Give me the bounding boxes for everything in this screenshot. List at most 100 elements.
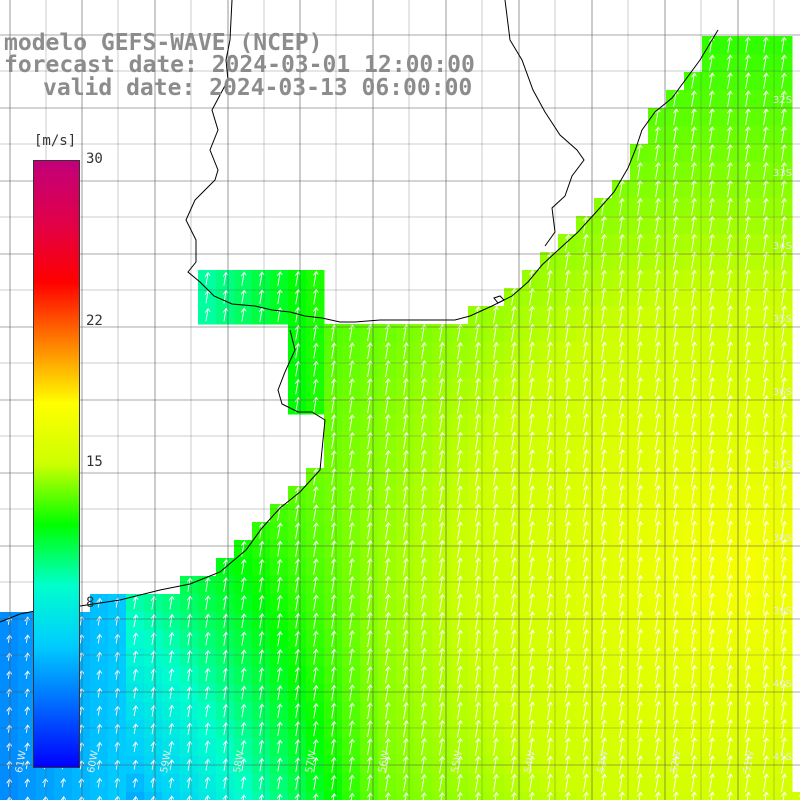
wind-arrow: [96, 651, 103, 662]
wind-arrow: [421, 539, 427, 558]
wind-arrow: [565, 791, 571, 800]
wind-arrow: [493, 719, 499, 738]
wind-arrow: [457, 737, 463, 756]
wind-arrow: [780, 701, 787, 721]
wind-arrow: [240, 667, 247, 682]
wind-arrow: [349, 558, 355, 576]
wind-arrow: [510, 539, 517, 558]
wind-arrow: [619, 305, 625, 324]
wind-arrow: [780, 719, 787, 739]
wind-arrow: [547, 773, 553, 792]
wind-arrow: [276, 271, 283, 287]
wind-arrow: [294, 270, 301, 287]
wind-arrow: [726, 520, 734, 541]
wind-arrow: [277, 522, 283, 539]
wind-arrow: [96, 777, 103, 788]
wind-arrow: [222, 703, 229, 718]
wind-arrow: [24, 634, 31, 643]
wind-cell: [342, 792, 361, 800]
wind-arrow: [312, 288, 319, 305]
wind-arrow: [331, 558, 337, 575]
wind-arrow: [475, 791, 481, 800]
wind-arrow: [583, 773, 589, 792]
wind-arrow: [457, 773, 463, 792]
wind-arrow: [709, 791, 715, 800]
wind-arrow: [565, 269, 571, 288]
wind-arrow: [744, 610, 752, 631]
wind-arrow: [168, 722, 175, 735]
wind-arrow: [457, 467, 463, 486]
wind-arrow: [547, 251, 553, 270]
wind-cell: [18, 792, 37, 800]
wind-arrow: [673, 233, 679, 252]
latitude-label: 34S: [773, 241, 793, 252]
wind-arrow: [528, 611, 535, 630]
wind-arrow: [240, 289, 247, 304]
wind-arrow: [331, 378, 337, 395]
wind-arrow: [690, 664, 697, 685]
wind-arrow: [654, 574, 662, 595]
wind-arrow: [493, 647, 499, 666]
wind-arrow: [312, 720, 319, 737]
wind-arrow: [349, 432, 355, 450]
wind-arrow: [313, 576, 319, 593]
wind-arrow: [132, 668, 139, 681]
wind-arrow: [204, 686, 211, 700]
wind-arrow: [691, 233, 697, 252]
wind-arrow: [529, 791, 535, 800]
wind-arrow: [690, 592, 698, 613]
wind-arrow: [457, 413, 463, 432]
wind-arrow: [385, 557, 391, 576]
wind-arrow: [114, 723, 121, 734]
wind-arrow: [439, 665, 445, 684]
wind-arrow: [673, 126, 679, 144]
wind-arrow: [654, 719, 661, 739]
wind-arrow: [276, 576, 283, 593]
wind-arrow: [403, 521, 409, 540]
wind-arrow: [600, 575, 607, 595]
wind-arrow: [367, 648, 373, 666]
wind-arrow: [349, 702, 355, 719]
wind-arrow: [582, 611, 589, 631]
wind-arrow: [403, 539, 409, 558]
wind-arrow: [168, 704, 175, 717]
wind-arrow: [493, 485, 499, 504]
wind-cell: [558, 792, 577, 800]
wind-cell: [702, 792, 721, 800]
wind-arrow: [385, 666, 391, 684]
wind-arrow: [258, 649, 265, 665]
wind-arrow: [511, 359, 517, 378]
wind-arrow: [745, 233, 751, 252]
wind-arrow: [690, 610, 698, 631]
wind-arrow: [24, 670, 31, 679]
wind-arrow: [457, 359, 463, 378]
wind-arrow: [367, 540, 373, 558]
wind-arrow: [763, 197, 769, 216]
wind-arrow: [493, 737, 499, 756]
wind-arrow: [403, 503, 409, 522]
wind-arrow: [258, 631, 265, 647]
wind-arrow: [24, 706, 31, 715]
wind-arrow: [745, 108, 751, 125]
wind-arrow: [582, 557, 589, 577]
wind-arrow: [637, 233, 643, 252]
wind-arrow: [457, 503, 463, 522]
wind-arrow: [385, 792, 391, 800]
wind-arrow: [672, 413, 679, 433]
wind-arrow: [258, 594, 265, 611]
wind-arrow: [726, 701, 733, 721]
wind-arrow: [349, 666, 355, 683]
wind-arrow: [708, 520, 716, 541]
wind-arrow: [546, 683, 553, 702]
wind-arrow: [421, 360, 427, 378]
wind-arrow: [709, 287, 715, 306]
wind-arrow: [690, 646, 697, 667]
wind-cell: [36, 792, 55, 800]
wind-arrow: [313, 504, 319, 521]
wind-arrow: [222, 740, 229, 754]
wind-arrow: [655, 126, 661, 143]
wind-arrow: [529, 773, 535, 792]
wind-arrow: [331, 540, 337, 558]
wind-arrow: [529, 413, 535, 432]
